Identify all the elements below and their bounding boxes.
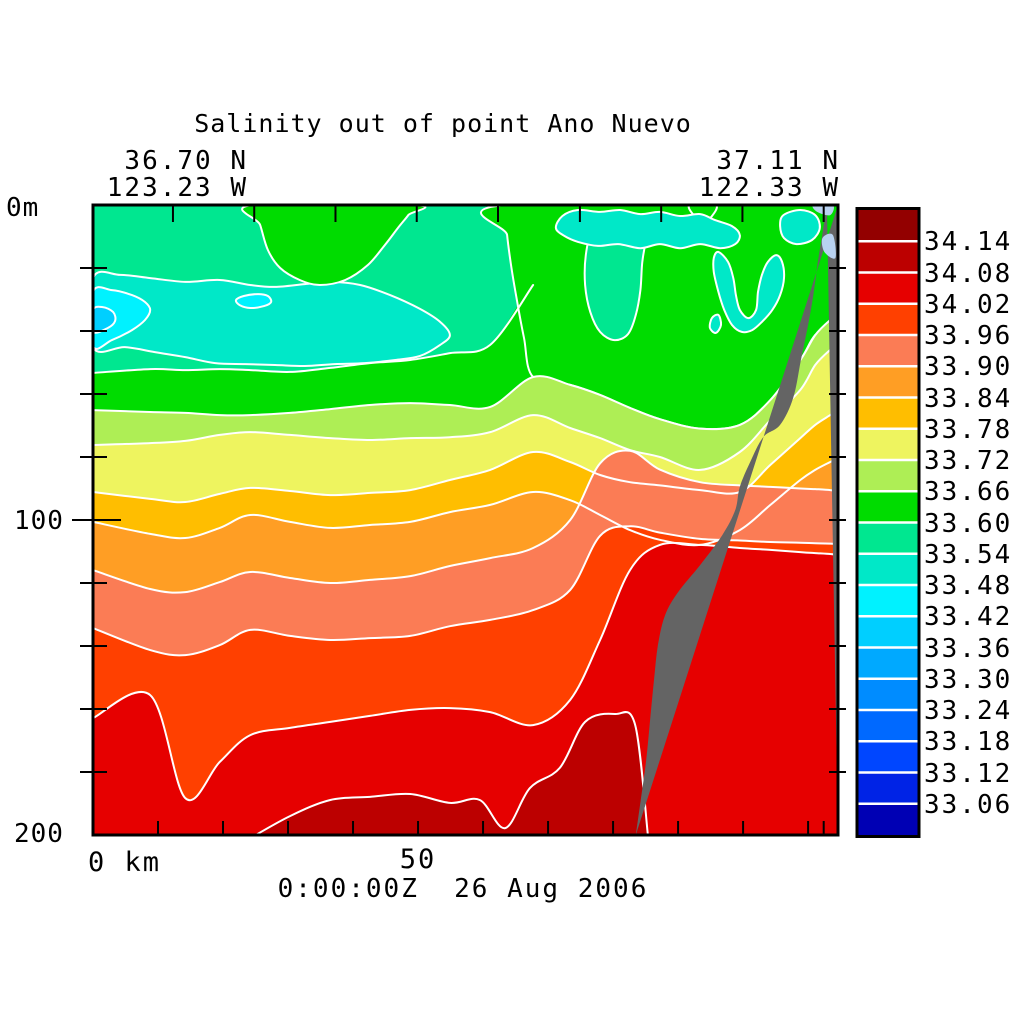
colorbar-divider	[858, 615, 918, 618]
colorbar-segment	[858, 241, 918, 273]
patch-turquoise-band-upper-left	[93, 270, 451, 368]
colorbar-segment	[858, 272, 918, 304]
land-mass	[635, 205, 838, 835]
colorbar-divider	[858, 802, 918, 805]
contour-line-33.96	[93, 525, 838, 657]
colorbar-label: 33.18	[924, 727, 1013, 758]
contour-line-33.60	[93, 284, 535, 374]
colorbar-label: 33.66	[924, 477, 1013, 508]
contour-line-33.90	[93, 449, 838, 594]
colorbar-divider	[858, 740, 918, 743]
section-end-coordinates: 37.11 N 122.33 W	[678, 148, 840, 202]
colorbar-segment	[858, 585, 918, 617]
colorbar-label: 33.72	[924, 446, 1013, 476]
colorbar-label: 33.84	[924, 383, 1013, 414]
colorbar-segment	[858, 335, 918, 367]
colorbar-label: 33.48	[924, 571, 1013, 601]
lens-34.08	[253, 711, 649, 835]
colorbar-label: 33.24	[924, 696, 1013, 726]
colorbar-divider	[858, 427, 918, 430]
colorbar-label: 34.14	[924, 227, 1013, 258]
page-title: Salinity out of point Ano Nuevo	[194, 109, 692, 138]
y-axis-tick-label-200: 200	[14, 819, 64, 849]
colorbar-divider	[858, 302, 918, 305]
colorbar-segment	[858, 616, 918, 648]
colorbar-label: 33.42	[924, 602, 1013, 633]
colorbar-segment	[858, 428, 918, 460]
colorbar-label: 33.90	[924, 352, 1013, 383]
start-latitude: 36.70 N	[124, 146, 248, 176]
colorbar-divider	[858, 240, 918, 243]
patch-turquoise-patch-corner	[779, 208, 821, 246]
colorbar-label: 33.30	[924, 664, 1013, 695]
colorbar-label: 33.54	[924, 539, 1013, 570]
colorbar-label: 34.02	[924, 289, 1013, 320]
colorbar-label: 33.12	[924, 758, 1013, 789]
colorbar-divider	[858, 490, 918, 493]
contour-line-33.78	[93, 409, 838, 504]
pale-sliver-lower	[821, 233, 836, 259]
colorbar-label: 33.06	[924, 789, 1013, 820]
colorbar-divider	[858, 365, 918, 368]
colorbar-label: 33.78	[924, 414, 1013, 445]
colorbar-segment	[858, 678, 918, 710]
colorbar-segment	[858, 397, 918, 429]
y-axis-tick-label-0m: 0m	[6, 193, 40, 223]
colorbar-segment	[858, 460, 918, 492]
x-axis-origin-label: 0 km	[88, 847, 162, 878]
colorbar-segment	[858, 647, 918, 679]
x-axis-tick-label-50: 50	[399, 844, 437, 875]
colorbar-divider	[858, 552, 918, 555]
colorbar-label: 33.60	[924, 508, 1013, 539]
colorbar-segment	[858, 210, 918, 242]
colorbar-segment	[858, 710, 918, 742]
colorbar-divider	[858, 771, 918, 774]
patch-turquoise-patch-v	[712, 250, 786, 334]
colorbar-divider	[858, 271, 918, 274]
end-longitude: 122.33 W	[698, 173, 840, 203]
y-axis-tick-label-100: 100	[14, 506, 64, 536]
colorbar-label: 33.96	[924, 321, 1013, 351]
patch-cyan-lens-small	[234, 293, 273, 310]
colorbar-border	[855, 207, 921, 838]
colorbar-divider	[858, 708, 918, 712]
section-start-coordinates: 36.70 N 123.23 W	[86, 148, 248, 202]
start-longitude: 123.23 W	[106, 173, 248, 203]
patch-fresh-core-spot	[93, 305, 117, 334]
colorbar-segment	[858, 741, 918, 773]
contour-line-34.02	[93, 541, 838, 802]
colorbar-divider	[858, 583, 918, 587]
colorbar-segment	[858, 803, 918, 835]
colorbar-divider	[858, 646, 918, 649]
contour-line-33.84	[93, 456, 838, 547]
patch-cyan-lens-left	[93, 286, 152, 350]
colorbar-segment	[858, 772, 918, 804]
plot-area	[93, 205, 838, 835]
colorbar-divider	[858, 333, 918, 337]
patch-turquoise-dot	[708, 313, 723, 334]
colorbar-label: 34.08	[924, 258, 1013, 289]
colorbar-divider	[858, 458, 918, 462]
colorbar-divider	[858, 677, 918, 680]
colorbar-segment	[858, 303, 918, 335]
end-latitude: 37.11 N	[716, 146, 840, 176]
patch-turquoise-patch-top	[554, 208, 741, 250]
colorbar-label: 33.36	[924, 633, 1013, 664]
colorbar-segment	[858, 522, 918, 554]
colorbar-divider	[858, 521, 918, 524]
colorbar-segment	[858, 553, 918, 585]
colorbar-divider	[858, 396, 918, 399]
colorbar-segment	[858, 366, 918, 398]
colorbar-segment	[858, 491, 918, 523]
patch-green-surface-patch-center	[241, 205, 427, 287]
timestamp: 0:00:00Z 26 Aug 2006	[277, 874, 649, 904]
